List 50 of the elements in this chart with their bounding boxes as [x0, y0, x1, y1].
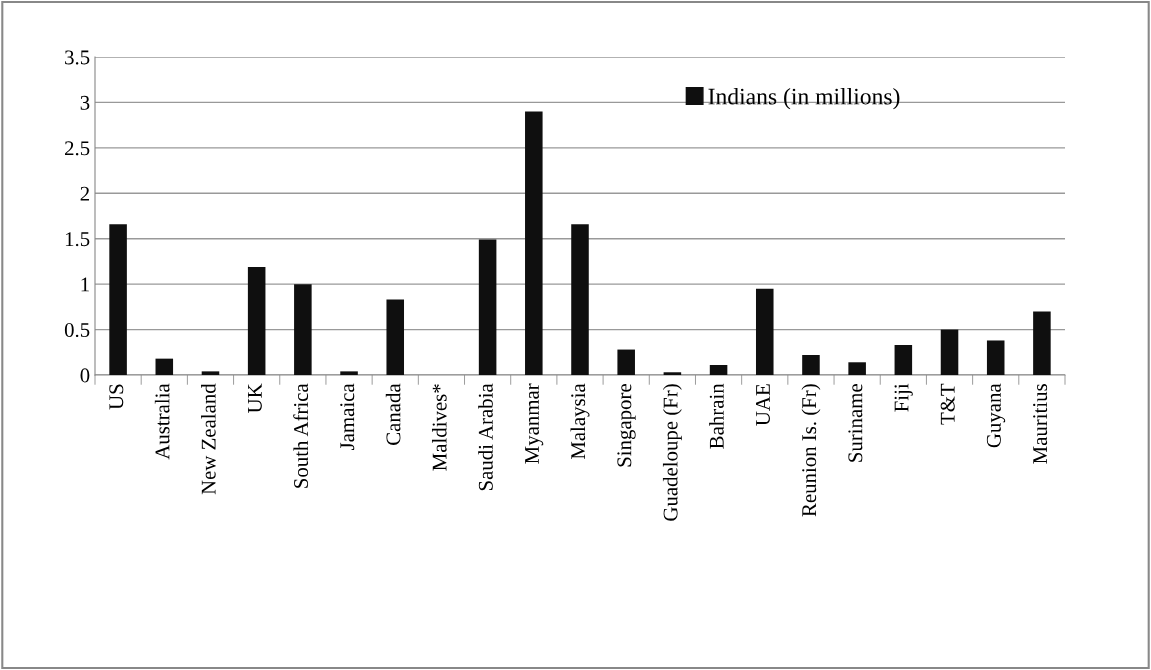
- bar: [848, 362, 866, 375]
- bar: [1033, 311, 1051, 375]
- y-tick-label: 2: [80, 186, 89, 201]
- bar: [709, 365, 728, 375]
- x-tick-label: Canada: [385, 383, 401, 445]
- bar: [294, 284, 312, 375]
- x-tick-label: Jamaica: [340, 383, 355, 450]
- x-tick-label: Mauritius: [1033, 384, 1048, 464]
- x-tick-label: Myanmar: [525, 383, 544, 464]
- x-tick-label: Australia: [154, 383, 170, 460]
- bar: [571, 224, 589, 375]
- x-tick-label: Malaysia: [570, 383, 590, 460]
- bar: [525, 111, 543, 375]
- x-tick-label: Suriname: [848, 384, 863, 462]
- x-tick-label: UAE: [756, 384, 770, 426]
- bar: [894, 345, 913, 375]
- x-tick-label: South Africa: [293, 383, 309, 488]
- y-tick-label: 1.5: [65, 232, 90, 247]
- bar: [802, 355, 820, 375]
- y-tick-label: 0.5: [64, 322, 90, 338]
- bar: [386, 299, 405, 375]
- x-tick-label: Saudi Arabia: [478, 383, 493, 491]
- x-tick-label: New Zealand: [201, 383, 216, 495]
- y-tick-label: 3.5: [65, 50, 90, 65]
- x-tick-label: Guyana: [986, 383, 1006, 448]
- bar: [109, 224, 127, 375]
- bar: [940, 329, 959, 375]
- bar: [755, 288, 774, 375]
- legend-label: Indians (in millions): [708, 87, 900, 110]
- bar: [478, 239, 497, 375]
- x-tick-label: T&T: [940, 383, 955, 425]
- bar: [986, 340, 1005, 375]
- x-tick-label: Guadeloupe (Fr): [662, 384, 682, 521]
- bar: [201, 371, 220, 375]
- x-tick-label: Maldives*: [431, 384, 447, 471]
- y-tick-label: 1: [81, 277, 89, 292]
- bar: [663, 372, 682, 375]
- y-tick-label: 2.5: [65, 141, 90, 156]
- x-tick-label: Reunion Is. (Fr): [801, 384, 821, 517]
- y-tick-label: 3: [80, 95, 90, 110]
- x-tick-label: Fiji: [894, 383, 913, 412]
- bar: [617, 349, 635, 375]
- x-tick-label: Bahrain: [709, 383, 724, 449]
- bar: [155, 358, 174, 375]
- x-tick-label: UK: [248, 383, 262, 413]
- bar: [340, 371, 358, 375]
- bar: [247, 266, 266, 375]
- y-tick-label: 0: [80, 368, 90, 383]
- x-tick-label: Singapore: [617, 384, 636, 467]
- x-tick-label: US: [109, 384, 124, 410]
